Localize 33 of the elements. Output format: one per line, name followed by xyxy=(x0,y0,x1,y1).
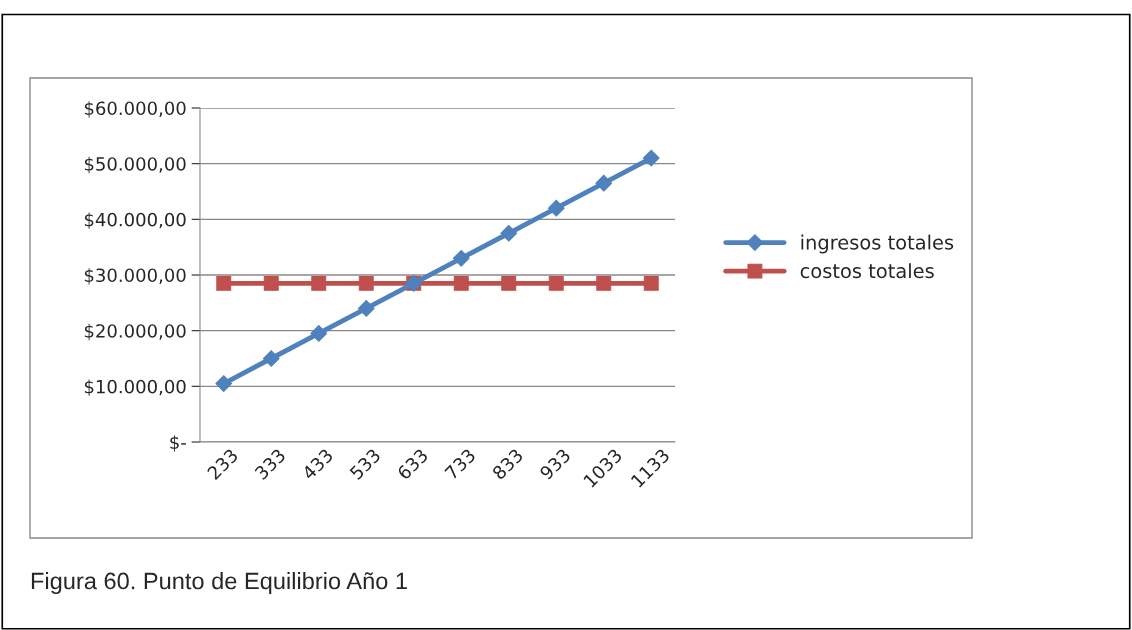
y-tick-label: $40.000,00 xyxy=(84,212,186,229)
legend-label: costos totales xyxy=(800,263,934,279)
point xyxy=(547,199,565,217)
point xyxy=(358,275,374,291)
point xyxy=(596,275,612,291)
x-tick-label: 633 xyxy=(396,448,429,481)
y-tick-label: $20.000,00 xyxy=(84,323,186,341)
point xyxy=(501,275,517,291)
point xyxy=(215,375,233,392)
y-tick-label: $- xyxy=(170,435,186,452)
point xyxy=(263,275,279,291)
x-tick-label: 933 xyxy=(538,448,572,481)
legend-label: ingresos totales xyxy=(801,234,954,254)
point xyxy=(548,275,564,291)
point xyxy=(216,275,232,291)
x-tick-label: 433 xyxy=(301,448,334,481)
y-tick-label: $30.000,00 xyxy=(84,268,186,285)
point xyxy=(500,224,518,242)
point xyxy=(643,275,659,291)
point xyxy=(262,350,280,367)
point xyxy=(642,149,660,167)
point xyxy=(357,300,375,317)
y-tick-label: $50.000,00 xyxy=(84,156,186,174)
point xyxy=(595,174,613,192)
y-tick-label: $60.000,00 xyxy=(84,101,186,118)
point xyxy=(311,275,327,291)
x-tick-label: 733 xyxy=(444,448,477,481)
y-tick-label: $10.000,00 xyxy=(84,379,186,396)
point xyxy=(310,325,328,342)
point xyxy=(452,249,470,267)
point xyxy=(453,275,469,291)
text: Figura 60. Punto de Equilibrio Año 1 xyxy=(31,571,407,595)
x-tick-label: 833 xyxy=(491,448,524,481)
